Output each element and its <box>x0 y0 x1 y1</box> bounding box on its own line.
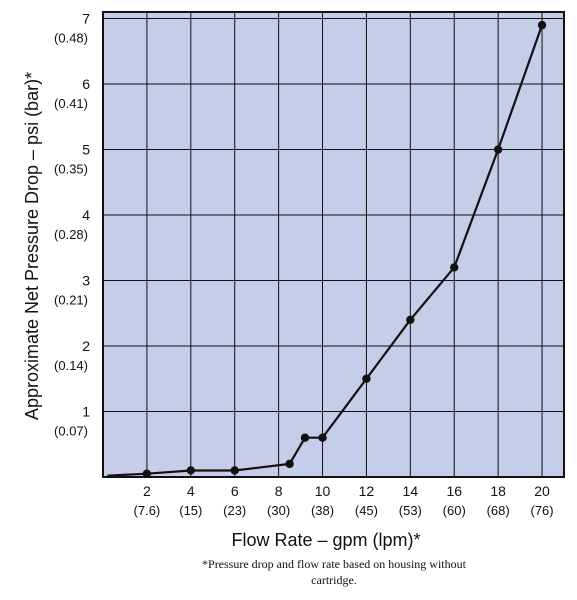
x-axis-title: Flow Rate – gpm (lpm)* <box>231 530 420 550</box>
x-tick-sublabel: (60) <box>443 503 466 518</box>
y-tick-label: 3 <box>82 273 90 289</box>
data-point <box>450 263 459 272</box>
data-point <box>300 433 310 442</box>
x-tick-sublabel: (23) <box>223 503 246 518</box>
x-tick-sublabel: (38) <box>311 503 334 518</box>
data-point <box>493 145 503 154</box>
data-point <box>142 469 152 478</box>
y-tick-label: 1 <box>82 404 90 420</box>
data-point <box>406 315 415 325</box>
y-tick-label: 6 <box>82 76 90 92</box>
grid-lines <box>103 12 564 477</box>
data-point <box>230 466 239 475</box>
y-tick-label: 5 <box>82 142 90 158</box>
footnote-line-1: *Pressure drop and flow rate based on ho… <box>202 557 467 571</box>
x-tick-label: 6 <box>231 483 239 499</box>
x-tick-label: 14 <box>403 483 419 499</box>
y-axis-ticks: 1 (0.07) 2 (0.14) 3 (0.21) 4 (0.28) 5 (0.35) 6 (0.4… <box>54 11 90 439</box>
x-axis-ticks: 2 (7.6) 4 (15) 6 (23) 8 (30) 10 (38) 12 (45) 14 (53) 1… <box>134 483 554 518</box>
data-point <box>318 433 327 442</box>
data-point <box>537 20 547 30</box>
y-tick-sublabel: (0.21) <box>54 293 88 308</box>
y-tick-sublabel: (0.41) <box>54 96 88 111</box>
x-tick-label: 12 <box>359 483 375 499</box>
data-point <box>285 459 294 469</box>
x-tick-sublabel: (76) <box>530 503 553 518</box>
x-tick-label: 16 <box>446 483 462 499</box>
plot-frame <box>102 11 565 478</box>
y-tick-sublabel: (0.14) <box>54 358 88 373</box>
x-tick-sublabel: (45) <box>355 503 378 518</box>
x-tick-sublabel: (53) <box>399 503 422 518</box>
x-tick-sublabel: (68) <box>487 503 510 518</box>
y-tick-sublabel: (0.35) <box>54 162 88 177</box>
y-axis-title: Approximate Net Pressure Drop – psi (bar… <box>22 72 42 420</box>
x-tick-label: 20 <box>534 483 550 499</box>
x-tick-sublabel: (15) <box>179 503 202 518</box>
x-tick-sublabel: (7.6) <box>134 503 161 518</box>
x-tick-label: 8 <box>275 483 283 499</box>
x-tick-sublabel: (30) <box>267 503 290 518</box>
series-line <box>107 24 544 477</box>
y-tick-label: 4 <box>82 207 90 223</box>
plot-area <box>103 12 564 477</box>
y-tick-label: 2 <box>82 338 90 354</box>
footnote-line-2: cartridge. <box>311 573 357 587</box>
x-tick-label: 18 <box>490 483 506 499</box>
y-tick-sublabel: (0.28) <box>54 227 88 242</box>
y-tick-sublabel: (0.07) <box>54 424 88 439</box>
y-tick-label: 7 <box>82 11 90 27</box>
data-point <box>186 466 196 475</box>
x-tick-label: 2 <box>143 483 151 499</box>
x-tick-label: 10 <box>315 483 331 499</box>
y-tick-sublabel: (0.48) <box>54 31 88 46</box>
data-series <box>107 20 547 478</box>
data-point <box>362 374 371 383</box>
x-tick-label: 4 <box>187 483 195 499</box>
